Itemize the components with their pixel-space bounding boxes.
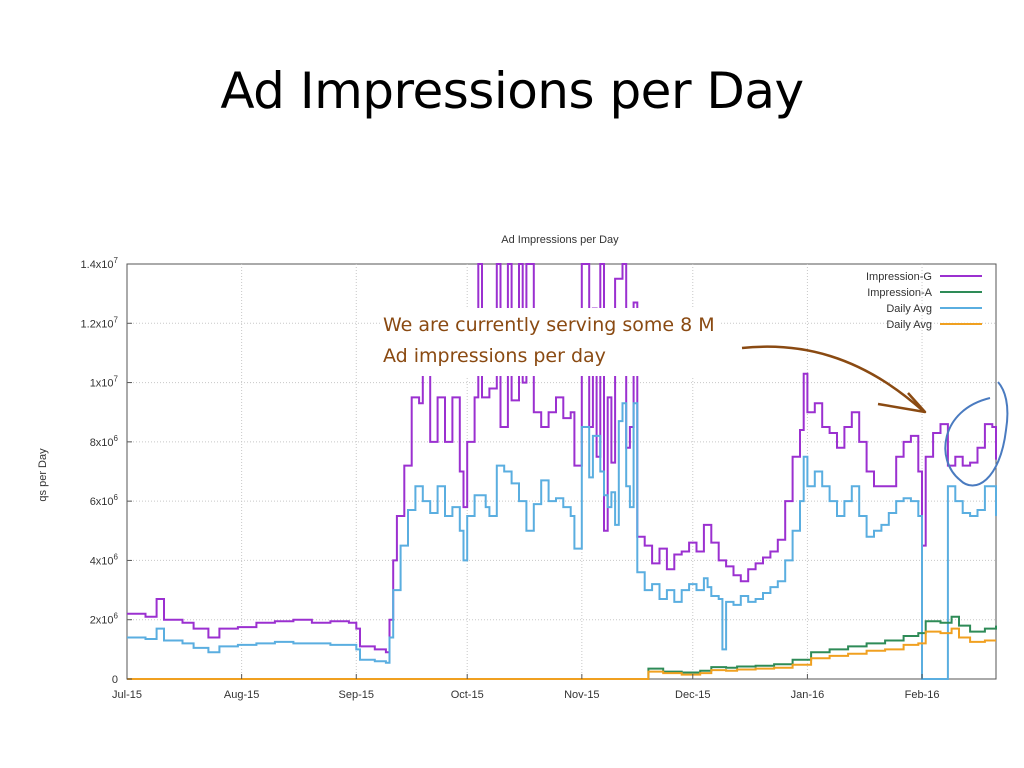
x-tick-label: Jul-15 bbox=[112, 689, 142, 701]
y-tick-exponent: 6 bbox=[114, 552, 119, 561]
y-tick-label: 0 bbox=[112, 674, 118, 686]
legend-label: Impression-A bbox=[867, 287, 932, 299]
y-tick-exponent: 7 bbox=[114, 256, 119, 265]
highlight-circle bbox=[944, 381, 1009, 487]
x-tick-label: Aug-15 bbox=[224, 689, 259, 701]
series-line-2 bbox=[127, 402, 997, 680]
y-tick-exponent: 6 bbox=[114, 612, 119, 621]
slide-title: Ad Impressions per Day bbox=[220, 62, 804, 120]
y-tick-label: 2x106 bbox=[90, 612, 119, 627]
x-tick-label: Nov-15 bbox=[564, 689, 599, 701]
y-tick-exponent: 6 bbox=[114, 493, 119, 502]
x-tick-label: Feb-16 bbox=[905, 689, 940, 701]
y-tick-exponent: 7 bbox=[114, 375, 119, 384]
y-tick-label: 4x106 bbox=[90, 552, 119, 567]
series-line-0 bbox=[127, 263, 997, 654]
y-axis-label: qs per Day bbox=[37, 448, 49, 502]
y-tick-label: 6x106 bbox=[90, 493, 119, 508]
x-tick-label: Sep-15 bbox=[339, 689, 374, 701]
chart-title: Ad Impressions per Day bbox=[501, 234, 619, 246]
x-tick-label: Jan-16 bbox=[791, 689, 825, 701]
legend: Impression-G Impression-A Daily Avg Daily A… bbox=[866, 271, 982, 331]
annotation-line-2: Ad impressions per day bbox=[383, 345, 606, 367]
x-tick-label: Oct-15 bbox=[451, 689, 484, 701]
y-tick-label: 1x107 bbox=[90, 375, 119, 390]
annotation-text: We are currently serving some 8 M Ad imp… bbox=[381, 308, 719, 376]
y-tick-exponent: 6 bbox=[114, 434, 119, 443]
y-tick-label: 1.4x107 bbox=[81, 256, 119, 271]
x-tick-label: Dec-15 bbox=[675, 689, 710, 701]
annotation-line-1: We are currently serving some 8 M bbox=[383, 314, 715, 336]
series-line-3 bbox=[127, 627, 996, 680]
legend-label: Daily Avg bbox=[886, 303, 932, 315]
annotation-arrow-head bbox=[877, 392, 927, 414]
y-tick-exponent: 7 bbox=[114, 315, 119, 324]
y-tick-label: 1.2x107 bbox=[81, 315, 119, 330]
annotation-arrow bbox=[741, 345, 923, 411]
tick-layer: 0 2x106 4x106 6x106 8x106 1x107 1.2x107 1.4x107… bbox=[81, 256, 940, 701]
legend-label: Impression-G bbox=[866, 271, 932, 283]
y-tick-label: 8x106 bbox=[90, 434, 119, 449]
series-layer bbox=[127, 263, 997, 680]
legend-label: Daily Avg bbox=[886, 319, 932, 331]
